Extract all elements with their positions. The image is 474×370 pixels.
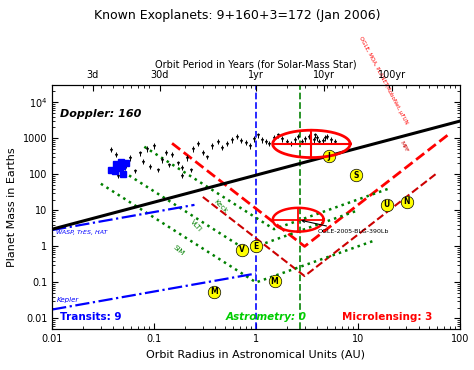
Text: Transits: 9: Transits: 9 bbox=[60, 312, 122, 322]
X-axis label: Orbit Radius in Astronomical Units (AU): Orbit Radius in Astronomical Units (AU) bbox=[146, 350, 365, 360]
X-axis label: Orbit Period in Years (for Solar-Mass Star): Orbit Period in Years (for Solar-Mass St… bbox=[155, 60, 357, 70]
Text: Kepler: Kepler bbox=[56, 297, 79, 303]
Text: E: E bbox=[253, 242, 259, 251]
Text: M: M bbox=[271, 277, 279, 286]
Y-axis label: Planet Mass in Earths: Planet Mass in Earths bbox=[7, 147, 17, 267]
Text: U: U bbox=[383, 200, 390, 209]
Text: Keck: Keck bbox=[213, 198, 229, 214]
Text: Microlensing: 3: Microlensing: 3 bbox=[342, 312, 432, 322]
Text: J: J bbox=[328, 152, 330, 161]
Text: WASP, TrES, HAT: WASP, TrES, HAT bbox=[56, 230, 108, 235]
Text: Known Exoplanets: 9+160+3=172 (Jan 2006): Known Exoplanets: 9+160+3=172 (Jan 2006) bbox=[94, 9, 380, 22]
Text: SIM: SIM bbox=[172, 244, 185, 257]
Text: OGLE-2005-BLG-390Lb: OGLE-2005-BLG-390Lb bbox=[302, 220, 389, 234]
Text: V: V bbox=[239, 245, 245, 254]
Text: MPF: MPF bbox=[399, 140, 409, 154]
Text: Doppler: 160: Doppler: 160 bbox=[60, 109, 142, 119]
Text: Astrometry: 0: Astrometry: 0 bbox=[225, 312, 306, 322]
Text: S: S bbox=[353, 171, 358, 179]
Text: OGLE, MOA, PLANET/RoboNet, μFUN: OGLE, MOA, PLANET/RoboNet, μFUN bbox=[358, 36, 409, 125]
Text: M: M bbox=[210, 287, 218, 296]
Text: VLTI: VLTI bbox=[189, 219, 203, 233]
Text: N: N bbox=[403, 198, 410, 206]
